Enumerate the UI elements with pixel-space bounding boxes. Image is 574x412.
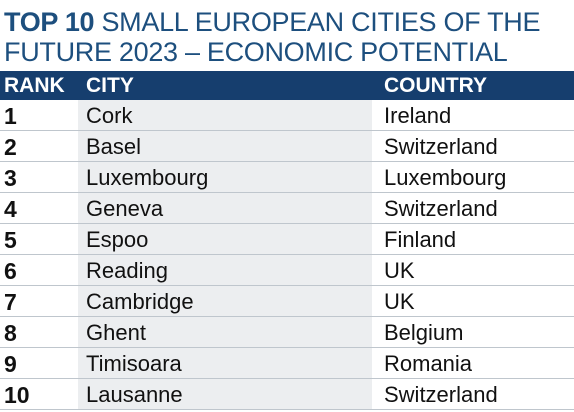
city-cell: Timisoara bbox=[86, 351, 182, 376]
rank-cell: 2 bbox=[4, 134, 17, 160]
rank-cell: 5 bbox=[4, 227, 17, 253]
city-cell-bg bbox=[78, 255, 372, 285]
country-cell: Luxembourg bbox=[384, 165, 507, 190]
title-emphasis: TOP 10 bbox=[4, 7, 95, 37]
city-cell-bg bbox=[78, 348, 372, 378]
header-country: COUNTRY bbox=[384, 74, 488, 97]
table-row: 8 Ghent Belgium bbox=[0, 317, 574, 348]
country-cell: Finland bbox=[384, 227, 457, 252]
table-row: 4 Geneva Switzerland bbox=[0, 193, 574, 224]
table-row: 6 Reading UK bbox=[0, 255, 574, 286]
city-cell: Cambridge bbox=[86, 289, 194, 314]
rank-cell: 8 bbox=[4, 320, 17, 346]
country-cell: Switzerland bbox=[384, 196, 498, 221]
city-cell-bg bbox=[78, 286, 372, 316]
city-cell: Reading bbox=[86, 258, 168, 283]
city-cell: Ghent bbox=[86, 320, 146, 345]
header-city: CITY bbox=[86, 74, 134, 97]
country-cell: Switzerland bbox=[384, 382, 498, 407]
city-cell-bg bbox=[78, 100, 372, 130]
city-cell: Espoo bbox=[86, 227, 149, 252]
rank-cell: 4 bbox=[4, 196, 17, 222]
table-row: 2 Basel Switzerland bbox=[0, 131, 574, 162]
page-title: TOP 10 SMALL EUROPEAN CITIES OF THE FUTU… bbox=[4, 7, 570, 67]
rank-cell: 1 bbox=[4, 103, 17, 129]
city-cell-bg bbox=[78, 224, 372, 254]
city-cell-bg bbox=[78, 162, 372, 192]
city-cell: Luxembourg bbox=[86, 165, 209, 190]
table-row: 7 Cambridge UK bbox=[0, 286, 574, 317]
city-cell-bg bbox=[78, 317, 372, 347]
rank-cell: 9 bbox=[4, 351, 17, 377]
city-cell-bg bbox=[78, 379, 372, 409]
country-cell: UK bbox=[384, 258, 415, 283]
city-cell-bg bbox=[78, 131, 372, 161]
city-cell: Lausanne bbox=[86, 382, 183, 407]
rank-cell: 7 bbox=[4, 289, 17, 315]
table-row: 10 Lausanne Switzerland bbox=[0, 379, 574, 410]
city-cell: Geneva bbox=[86, 196, 164, 221]
city-cell: Basel bbox=[86, 134, 142, 159]
title-text: SMALL EUROPEAN CITIES OF THE FUTURE 2023… bbox=[4, 7, 541, 67]
table-row: 1 Cork Ireland bbox=[0, 100, 574, 131]
table-body: 1 Cork Ireland 2 Basel Switzerland 3 Luxembou… bbox=[0, 100, 574, 410]
table-row: 9 Timisoara Romania bbox=[0, 348, 574, 379]
country-cell: Romania bbox=[384, 351, 473, 376]
city-cell: Cork bbox=[86, 103, 133, 128]
country-cell: Ireland bbox=[384, 103, 452, 128]
city-cell-bg bbox=[78, 193, 372, 223]
rank-cell: 10 bbox=[4, 382, 30, 408]
country-cell: Switzerland bbox=[384, 134, 498, 159]
table-row: 5 Espoo Finland bbox=[0, 224, 574, 255]
rank-cell: 6 bbox=[4, 258, 17, 284]
country-cell: Belgium bbox=[384, 320, 464, 345]
header-rank: RANK bbox=[4, 74, 65, 97]
rank-cell: 3 bbox=[4, 165, 17, 191]
table-row: 3 Luxembourg Luxembourg bbox=[0, 162, 574, 193]
country-cell: UK bbox=[384, 289, 415, 314]
table-header: RANK CITY COUNTRY bbox=[0, 71, 574, 100]
